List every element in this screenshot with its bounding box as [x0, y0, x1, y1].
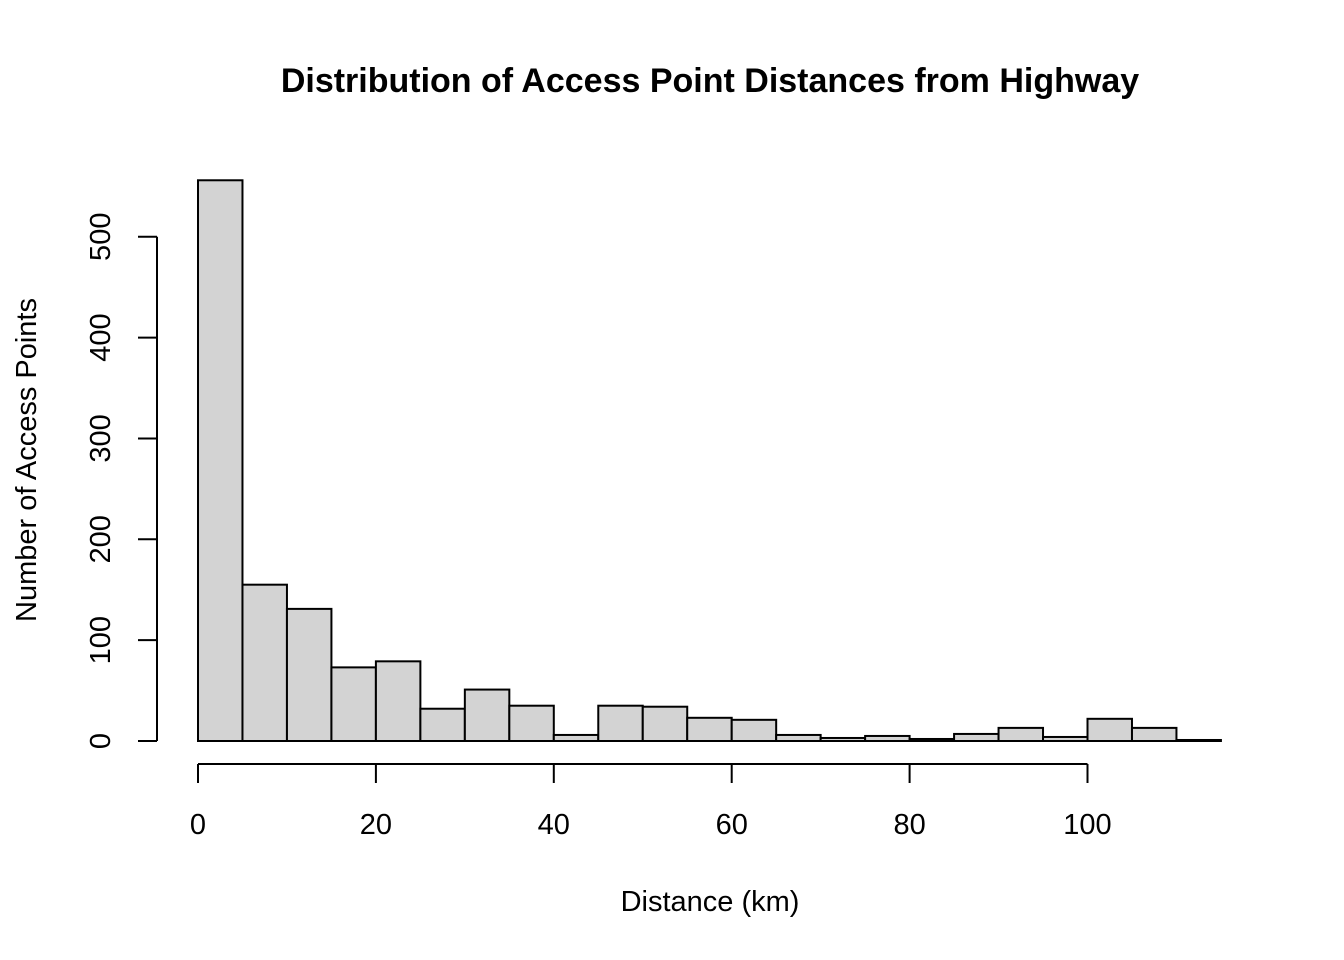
y-tick-label: 0 — [85, 733, 117, 749]
y-tick-label: 500 — [85, 213, 117, 261]
histogram-bar — [419, 707, 466, 743]
chart-title: Distribution of Access Point Distances f… — [281, 62, 1139, 100]
histogram-bar — [1175, 738, 1222, 743]
bars-group — [197, 179, 1222, 743]
x-tick-label: 0 — [190, 809, 206, 841]
y-axis-label: Number of Access Points — [11, 298, 43, 622]
histogram-bar — [597, 704, 644, 743]
histogram-bar — [241, 583, 288, 742]
histogram-bar — [508, 704, 555, 743]
histogram-bar — [552, 733, 600, 742]
histogram-bar — [1086, 717, 1133, 742]
x-tick-label: 20 — [360, 809, 392, 841]
histogram-bar — [775, 733, 822, 742]
x-axis: 0 20 40 60 80 100 — [190, 763, 1112, 841]
histogram-bar — [197, 179, 244, 743]
x-tick-label: 80 — [893, 809, 925, 841]
histogram-bar — [730, 718, 778, 742]
histogram-bar — [686, 716, 733, 743]
y-axis: 0 100 200 300 400 500 — [85, 213, 158, 749]
histogram-bar — [641, 705, 689, 742]
x-tick-label: 100 — [1063, 809, 1111, 841]
histogram-bar — [864, 734, 911, 743]
histogram-bar — [463, 688, 511, 743]
histogram-bar — [1130, 726, 1178, 743]
histogram-bar — [908, 737, 956, 742]
y-tick-label: 300 — [85, 414, 117, 462]
histogram-bar — [997, 726, 1045, 743]
histogram-bar — [953, 732, 1000, 742]
x-axis-label: Distance (km) — [621, 886, 800, 918]
histogram-bar — [330, 666, 377, 743]
histogram-bar — [1042, 735, 1089, 743]
histogram-bar — [819, 736, 867, 742]
x-tick-label: 60 — [716, 809, 748, 841]
y-tick-label: 400 — [85, 313, 117, 361]
histogram-bar — [374, 660, 422, 742]
y-tick-label: 200 — [85, 515, 117, 563]
x-tick-label: 40 — [538, 809, 570, 841]
histogram-bar — [285, 607, 333, 742]
y-tick-label: 100 — [85, 616, 117, 664]
